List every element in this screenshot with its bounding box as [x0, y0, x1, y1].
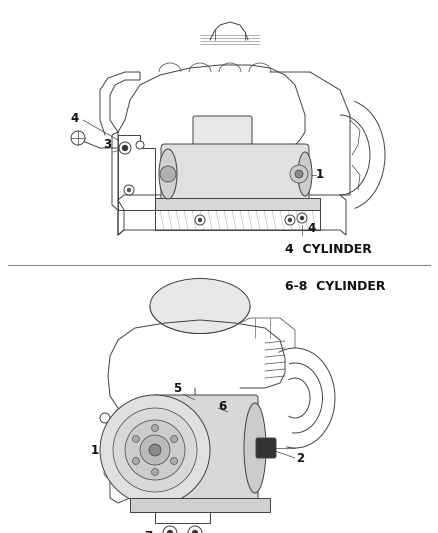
Circle shape [152, 469, 159, 475]
Text: 7: 7 [144, 529, 152, 533]
Circle shape [195, 215, 205, 225]
Ellipse shape [150, 279, 250, 334]
Circle shape [192, 530, 198, 533]
Circle shape [127, 188, 131, 192]
FancyBboxPatch shape [155, 198, 320, 210]
Text: 3: 3 [103, 139, 111, 151]
Circle shape [167, 530, 173, 533]
Circle shape [198, 218, 202, 222]
Circle shape [132, 435, 139, 442]
Ellipse shape [159, 149, 177, 199]
Text: 6: 6 [218, 400, 226, 413]
Circle shape [100, 395, 210, 505]
Circle shape [170, 435, 177, 442]
Circle shape [136, 141, 144, 149]
Circle shape [295, 170, 303, 178]
Text: 2: 2 [296, 451, 304, 464]
Circle shape [122, 145, 128, 151]
Circle shape [300, 216, 304, 220]
Circle shape [125, 420, 185, 480]
Circle shape [188, 526, 202, 533]
Circle shape [297, 213, 307, 223]
Ellipse shape [244, 403, 266, 493]
Circle shape [119, 142, 131, 154]
FancyBboxPatch shape [193, 116, 252, 148]
FancyBboxPatch shape [161, 144, 309, 204]
Text: 4  CYLINDER: 4 CYLINDER [285, 243, 372, 256]
Circle shape [152, 424, 159, 432]
Circle shape [113, 408, 197, 492]
Circle shape [285, 215, 295, 225]
Circle shape [196, 404, 200, 408]
Text: 1: 1 [316, 167, 324, 181]
Circle shape [132, 457, 139, 464]
Circle shape [193, 401, 203, 411]
Circle shape [290, 165, 308, 183]
Circle shape [124, 185, 134, 195]
FancyBboxPatch shape [152, 395, 258, 501]
Circle shape [140, 435, 170, 465]
Circle shape [288, 218, 292, 222]
Circle shape [149, 444, 161, 456]
Text: 6-8  CYLINDER: 6-8 CYLINDER [285, 280, 385, 293]
Circle shape [71, 131, 85, 145]
Circle shape [160, 166, 176, 182]
Text: 4: 4 [71, 111, 79, 125]
Circle shape [170, 457, 177, 464]
Circle shape [100, 413, 110, 423]
FancyBboxPatch shape [130, 498, 270, 512]
Ellipse shape [298, 152, 312, 196]
Text: 1: 1 [91, 443, 99, 456]
Text: 5: 5 [173, 382, 181, 394]
FancyBboxPatch shape [256, 438, 276, 458]
Circle shape [163, 526, 177, 533]
Text: 4: 4 [308, 222, 316, 235]
